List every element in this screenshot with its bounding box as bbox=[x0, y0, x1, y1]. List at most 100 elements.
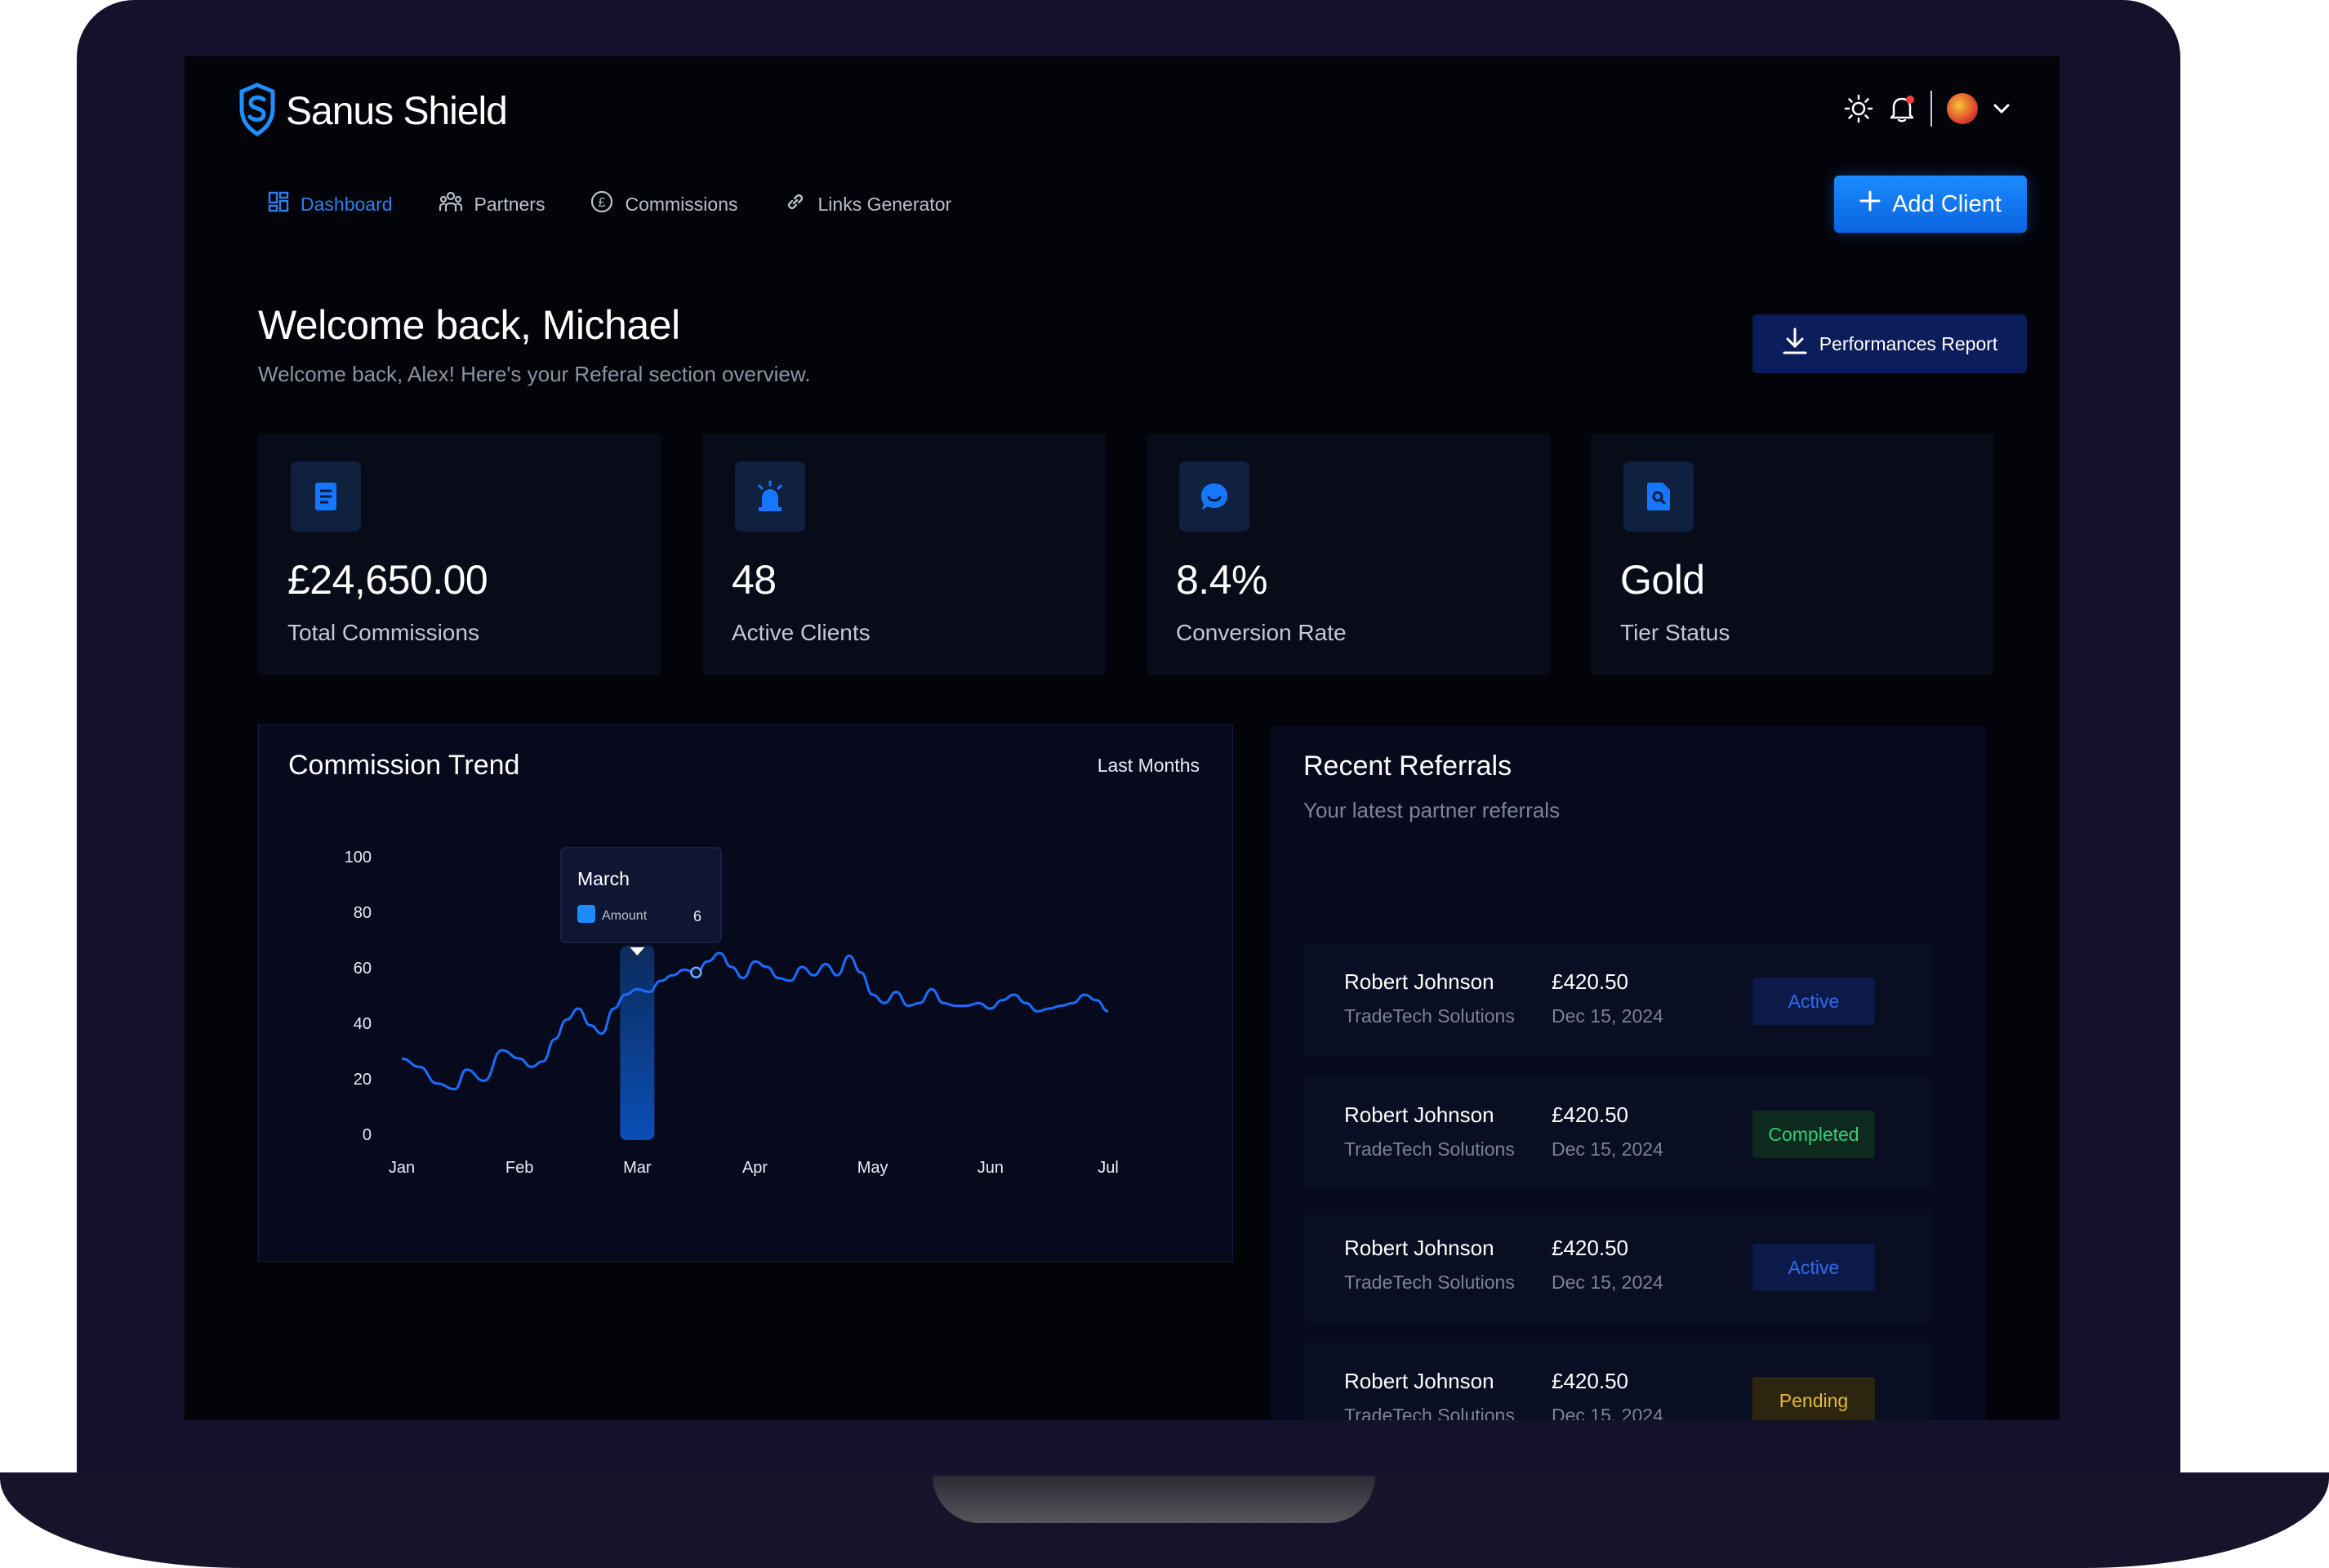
stat-card-tier-status: Gold Tier Status bbox=[1591, 434, 1994, 675]
referral-date: Dec 15, 2024 bbox=[1552, 1138, 1663, 1160]
nav-item-partners[interactable]: Partners bbox=[439, 190, 546, 218]
laptop-notch bbox=[933, 1476, 1375, 1523]
nav-label: Dashboard bbox=[301, 193, 393, 215]
x-tick-label: Apr bbox=[742, 1159, 768, 1177]
y-tick-label: 80 bbox=[354, 904, 372, 922]
nav-label: Commissions bbox=[625, 193, 738, 215]
x-tick-label: Mar bbox=[623, 1159, 652, 1177]
stat-value: Gold bbox=[1620, 557, 1705, 603]
chart-tooltip: March Amount 6 bbox=[560, 847, 722, 943]
status-badge: Pending bbox=[1752, 1377, 1875, 1420]
nav-item-commissions[interactable]: £ Commissions bbox=[590, 190, 738, 218]
y-tick-label: 20 bbox=[354, 1071, 372, 1089]
stat-value: £24,650.00 bbox=[287, 557, 488, 603]
app-screen: Sanus Shield Dashboard Partners bbox=[185, 56, 2060, 1420]
status-badge: Active bbox=[1752, 978, 1875, 1025]
referral-amount: £420.50 bbox=[1552, 969, 1628, 994]
performance-report-button[interactable]: Performances Report bbox=[1752, 314, 2027, 373]
stat-label: Conversion Rate bbox=[1176, 620, 1347, 645]
stat-card-conversion-rate: 8.4% Conversion Rate bbox=[1147, 434, 1550, 675]
referral-company: TradeTech Solutions bbox=[1344, 1272, 1515, 1293]
x-tick-label: Jan bbox=[389, 1159, 415, 1177]
referral-company: TradeTech Solutions bbox=[1344, 1138, 1515, 1160]
link-icon bbox=[784, 190, 807, 218]
y-tick-label: 40 bbox=[354, 1015, 372, 1033]
toolbar-divider bbox=[1930, 91, 1932, 127]
y-tick-label: 0 bbox=[363, 1126, 372, 1144]
partners-icon bbox=[439, 190, 463, 218]
tooltip-month: March bbox=[577, 868, 630, 889]
referral-company: TradeTech Solutions bbox=[1344, 1005, 1515, 1027]
stat-card-total-commissions: £24,650.00 Total Commissions bbox=[258, 434, 661, 675]
tooltip-box bbox=[560, 847, 722, 943]
sun-icon[interactable] bbox=[1844, 94, 1873, 123]
tooltip-swatch bbox=[577, 905, 595, 923]
referral-name: Robert Johnson bbox=[1344, 969, 1494, 994]
referral-name: Robert Johnson bbox=[1344, 1369, 1494, 1393]
stat-card-active-clients: 48 Active Clients bbox=[702, 434, 1106, 675]
trend-chart: 0 20 40 60 80 100 Jan Feb Mar Apr May Jun Jul March… bbox=[345, 847, 1119, 1177]
status-badge: Completed bbox=[1752, 1111, 1875, 1158]
nav-item-dashboard[interactable]: Dashboard bbox=[268, 191, 393, 217]
referral-date: Dec 15, 2024 bbox=[1552, 1272, 1663, 1293]
tooltip-series-label: Amount bbox=[602, 909, 648, 923]
referral-row[interactable]: Robert Johnson TradeTech Solutions £420.… bbox=[1303, 943, 1930, 1056]
brand-title: Sanus Shield bbox=[286, 90, 508, 133]
referral-name: Robert Johnson bbox=[1344, 1102, 1494, 1127]
chart-title: Commission Trend bbox=[288, 750, 520, 781]
pound-icon: £ bbox=[590, 190, 613, 218]
stat-label: Tier Status bbox=[1620, 620, 1730, 645]
add-client-button[interactable]: Add Client bbox=[1834, 176, 2027, 233]
x-tick-label: Feb bbox=[505, 1159, 533, 1177]
add-client-label: Add Client bbox=[1892, 190, 2002, 217]
referral-amount: £420.50 bbox=[1552, 1102, 1628, 1127]
stat-label: Total Commissions bbox=[287, 620, 479, 645]
stat-value: 48 bbox=[732, 557, 777, 603]
stat-value: 8.4% bbox=[1176, 557, 1267, 603]
y-tick-label: 60 bbox=[354, 960, 372, 978]
nav-label: Partners bbox=[474, 193, 546, 215]
recent-referrals-card: Recent Referrals Your latest partner ref… bbox=[1271, 726, 1986, 1420]
tooltip-pointer bbox=[630, 947, 645, 956]
referral-row[interactable]: Robert Johnson TradeTech Solutions £420.… bbox=[1303, 1209, 1930, 1322]
referral-row[interactable]: Robert Johnson TradeTech Solutions £420.… bbox=[1303, 1343, 1930, 1420]
referral-amount: £420.50 bbox=[1552, 1236, 1628, 1260]
document-icon bbox=[291, 461, 361, 532]
referral-company: TradeTech Solutions bbox=[1344, 1405, 1515, 1420]
status-badge: Active bbox=[1752, 1244, 1875, 1291]
data-point-marker bbox=[690, 966, 702, 979]
chevron-down-icon[interactable] bbox=[1993, 103, 2011, 114]
search-file-icon bbox=[1623, 461, 1694, 532]
referral-date: Dec 15, 2024 bbox=[1552, 1405, 1663, 1420]
page-subtitle: Welcome back, Alex! Here's your Referal … bbox=[258, 362, 811, 386]
commission-trend-card: Commission Trend Last Months 0 20 40 60 80 10… bbox=[258, 724, 1233, 1262]
series-line bbox=[401, 951, 1109, 1091]
top-toolbar bbox=[1844, 91, 2011, 127]
nav-label: Links Generator bbox=[817, 193, 952, 215]
section-subtitle: Your latest partner referrals bbox=[1303, 798, 1561, 822]
report-label: Performances Report bbox=[1819, 332, 1998, 354]
download-icon bbox=[1782, 327, 1808, 360]
avatar[interactable] bbox=[1947, 93, 1978, 124]
alarm-icon bbox=[735, 461, 805, 532]
range-selector[interactable]: Last Months bbox=[1097, 755, 1200, 776]
chat-icon bbox=[1179, 461, 1249, 532]
referral-name: Robert Johnson bbox=[1344, 1236, 1494, 1260]
svg-text:£: £ bbox=[599, 196, 606, 210]
plus-icon bbox=[1859, 190, 1881, 218]
stat-label: Active Clients bbox=[732, 620, 871, 645]
brand[interactable]: Sanus Shield bbox=[238, 82, 508, 140]
referral-amount: £420.50 bbox=[1552, 1369, 1628, 1393]
x-tick-label: Jun bbox=[977, 1159, 1004, 1177]
bell-icon[interactable] bbox=[1888, 94, 1916, 123]
section-title: Recent Referrals bbox=[1303, 751, 1512, 782]
shield-logo-icon bbox=[238, 82, 276, 140]
page-title: Welcome back, Michael bbox=[258, 302, 680, 348]
x-tick-label: Jul bbox=[1098, 1159, 1119, 1177]
highlight-bar bbox=[620, 946, 655, 1140]
nav-item-links-generator[interactable]: Links Generator bbox=[784, 190, 952, 218]
referral-row[interactable]: Robert Johnson TradeTech Solutions £420.… bbox=[1303, 1076, 1930, 1189]
dashboard-icon bbox=[268, 191, 289, 217]
y-tick-label: 100 bbox=[345, 849, 372, 866]
referral-date: Dec 15, 2024 bbox=[1552, 1005, 1663, 1027]
